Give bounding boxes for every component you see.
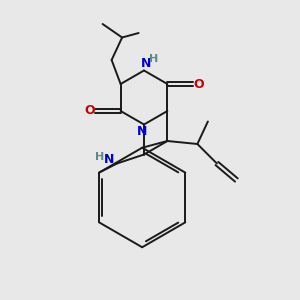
Text: H: H	[149, 54, 158, 64]
Text: N: N	[104, 153, 115, 167]
Text: N: N	[137, 124, 148, 138]
Text: O: O	[84, 104, 95, 118]
Text: N: N	[141, 57, 152, 70]
Text: H: H	[95, 152, 104, 162]
Text: O: O	[193, 77, 204, 91]
